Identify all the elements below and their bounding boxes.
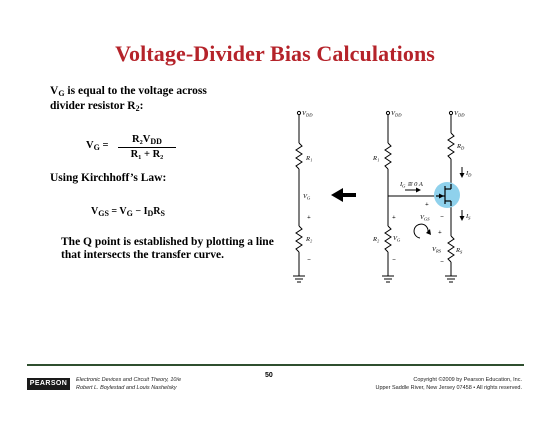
vg-denominator: R₁ + R₂ — [130, 149, 164, 160]
r1-label-left: R₁ — [305, 155, 312, 162]
book-credit: Electronic Devices and Circuit Theory, 1… — [76, 377, 182, 391]
id-label: ID — [465, 170, 472, 178]
vg-node-label: VG — [303, 193, 311, 201]
vdd-label-right: VDD — [454, 110, 465, 118]
copyright: Copyright ©2009 by Pearson Education, In… — [375, 377, 522, 391]
intro-sub: 2 — [135, 104, 140, 113]
plus-left: + — [307, 214, 311, 221]
intro-line1: is equal to the voltage across — [67, 85, 207, 97]
vg-numerator: R₂VDD — [118, 134, 176, 148]
vdd-label-left: VDD — [302, 110, 313, 118]
r2-label-right: R₂ — [372, 236, 380, 243]
qpoint-text: The Q point is established by plotting a… — [61, 236, 274, 261]
vrs-minus: − — [440, 259, 444, 266]
r1-label-right: R₁ — [372, 155, 379, 162]
jfet-highlight — [434, 182, 460, 208]
vgs-equation: VGS = VG − IDRS — [91, 206, 165, 218]
is-label: IS — [465, 213, 471, 221]
intro-line2: divider resistor R — [50, 100, 136, 112]
vrs-plus: + — [438, 229, 442, 236]
vg-equation-lhs: VG = — [86, 140, 109, 152]
vrs-label: VRS — [432, 246, 442, 254]
rd-label: RD — [456, 143, 465, 151]
intro-text: VG is equal to the voltage across divide… — [50, 85, 207, 113]
footer-rule — [27, 364, 524, 366]
vgs-minus: − — [440, 214, 444, 221]
vg-gate-label: VG — [393, 235, 401, 243]
plus-right: + — [392, 214, 396, 221]
minus-left: − — [307, 257, 311, 264]
publisher-logo: PEARSON — [27, 378, 70, 390]
vg-symbol: VG — [50, 85, 65, 98]
vgs-plus: + — [425, 201, 429, 208]
kirchhoff-heading: Using Kirchhoff’s Law: — [50, 172, 167, 184]
minus-right: − — [392, 257, 396, 264]
vgs-label: VGS — [420, 214, 430, 222]
r2-label-left: R₂ — [305, 236, 313, 243]
rs-label: RS — [455, 247, 463, 255]
slide-title: Voltage-Divider Bias Calculations — [115, 41, 435, 66]
vg-fraction: R₂VDD R₁ + R₂ — [118, 134, 176, 160]
vdd-label-mid: VDD — [391, 110, 402, 118]
ig-label: IG ≅ 0 A — [399, 181, 423, 189]
page-number: 50 — [265, 372, 273, 379]
